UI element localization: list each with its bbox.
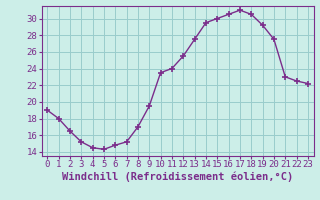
X-axis label: Windchill (Refroidissement éolien,°C): Windchill (Refroidissement éolien,°C)	[62, 172, 293, 182]
